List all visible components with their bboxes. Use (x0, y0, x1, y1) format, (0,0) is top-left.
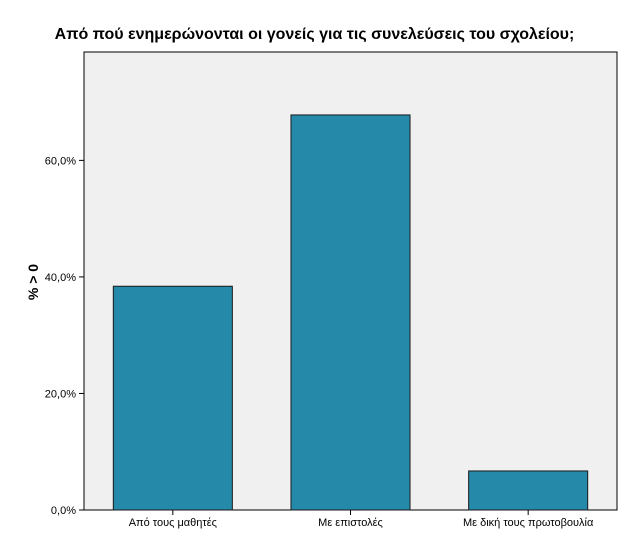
y-axis: 0,0% 20,0% 40,0% 60,0% (45, 155, 84, 517)
y-tick-label: 0,0% (51, 505, 76, 517)
bar (468, 470, 589, 511)
x-tick-label: Με δική τους πρωτοβουλία (463, 517, 594, 529)
y-tick-label: 40,0% (45, 272, 76, 284)
bar (112, 285, 233, 511)
y-tick-label: 20,0% (45, 388, 76, 400)
x-tick-label: Με επιστολές (318, 517, 383, 529)
x-tick-label: Από τους μαθητές (129, 517, 217, 529)
chart-title: Από πού ενημερώνονται οι γονείς για τις … (54, 26, 575, 43)
y-tick-label: 60,0% (45, 155, 76, 167)
x-axis: Από τους μαθητές Με επιστολές Με δική τους… (129, 510, 594, 529)
bar (290, 114, 411, 511)
